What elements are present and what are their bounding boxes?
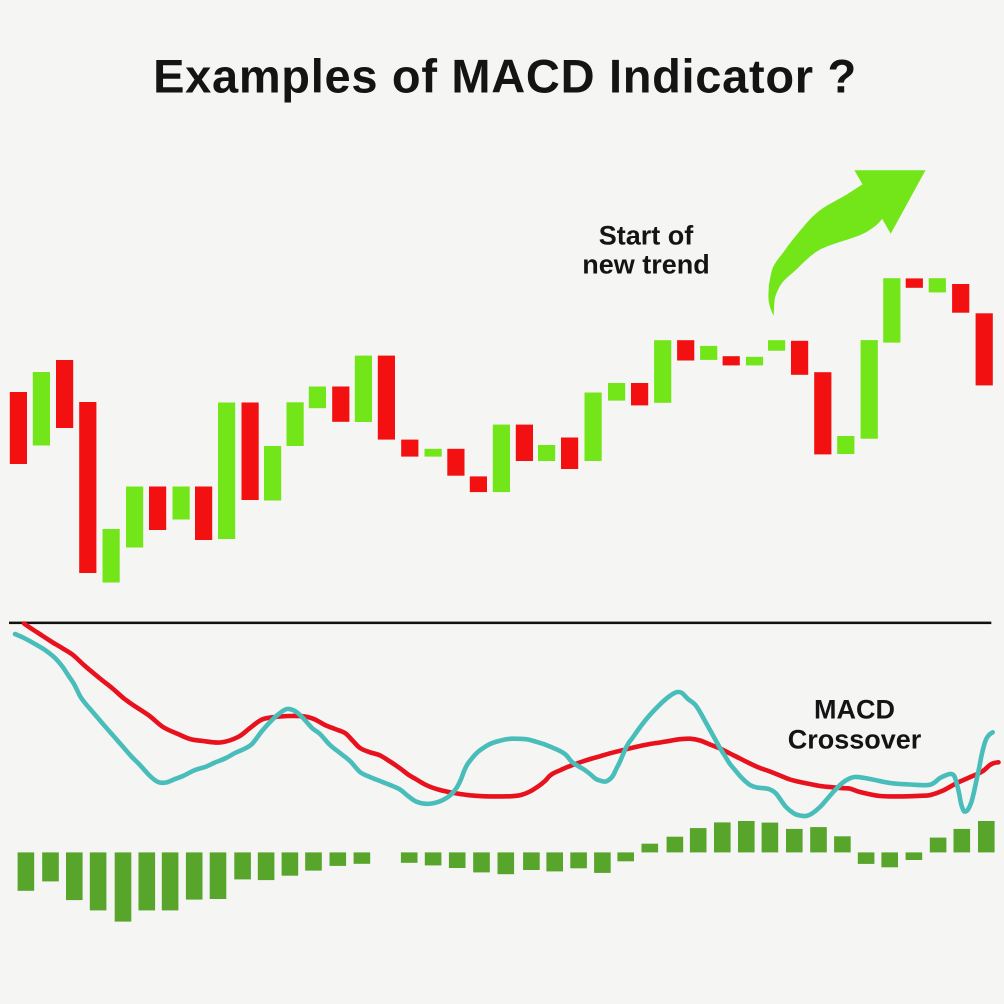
svg-text:Crossover: Crossover xyxy=(788,725,922,755)
svg-text:Start of: Start of xyxy=(599,220,695,250)
svg-text:new trend: new trend xyxy=(582,250,710,280)
svg-text:Examples of MACD Indicator ?: Examples of MACD Indicator ? xyxy=(153,50,857,103)
svg-text:MACD: MACD xyxy=(814,695,895,725)
